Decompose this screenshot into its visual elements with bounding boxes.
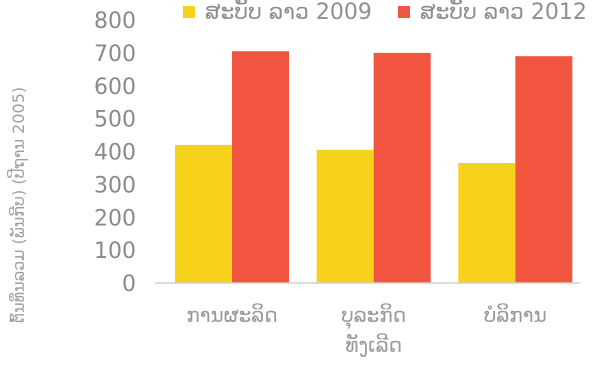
legend: ສະບັບ ລາວ 2009 ສະບັບ ລາວ 2012 (183, 0, 587, 25)
y-tick-label: 400 (94, 141, 136, 166)
x-tick-label: ບຸລະກິດທັງເລີດ (341, 303, 406, 357)
x-axis: ການຜະລິດ ບຸລະກິດທັງເລີດ ບໍລິການ (155, 282, 580, 357)
y-tick-label: 100 (94, 239, 136, 264)
bar-1-2 (316, 149, 374, 283)
y-axis: ຕົ້ນທຶນລວມ (ພັນກີບ) (ປີຖານ 2005) 0 100 200 3… (7, 9, 136, 323)
bar-2-3 (515, 56, 573, 283)
legend-label-2: ສະບັບ ລາວ 2012 (420, 0, 587, 25)
y-tick-label: 500 (94, 108, 136, 133)
x-tick-label: ບໍລິການ (484, 303, 547, 327)
bar-1-1 (175, 144, 232, 283)
bar-2-2 (373, 52, 431, 283)
legend-label-1: ສະບັບ ລາວ 2009 (205, 0, 372, 25)
y-tick-label: 800 (94, 9, 136, 34)
y-tick-label: 300 (94, 173, 136, 198)
y-tick-label: 200 (94, 206, 136, 231)
x-tick-label: ການຜະລິດ (186, 303, 277, 327)
y-tick-label: 700 (94, 42, 136, 67)
y-axis-label: ຕົ້ນທຶນລວມ (ພັນກີບ) (ປີຖານ 2005) (7, 87, 28, 323)
legend-swatch-2 (398, 6, 410, 18)
bar-1-3 (458, 163, 516, 283)
legend-swatch-1 (183, 6, 195, 18)
y-tick-label: 600 (94, 75, 136, 100)
y-tick-label: 0 (122, 272, 136, 297)
bar-2-1 (232, 51, 289, 284)
bars (175, 51, 573, 284)
